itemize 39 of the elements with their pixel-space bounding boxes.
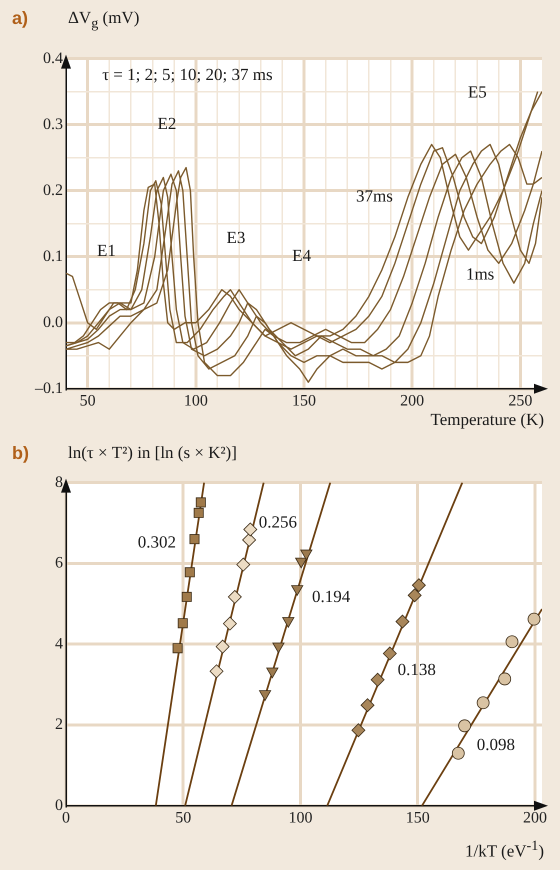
x-tick-label: 150 bbox=[292, 392, 316, 410]
y-tick-label: 0.3 bbox=[43, 116, 63, 133]
x-tick-label: 100 bbox=[184, 392, 208, 410]
annotation: 0.302 bbox=[138, 532, 176, 552]
chart-title: a) bbox=[12, 8, 28, 29]
x-tick-label: 150 bbox=[406, 810, 430, 827]
x-tick-label: 250 bbox=[508, 392, 532, 410]
annotation: E5 bbox=[468, 82, 487, 102]
chart-title: b) bbox=[12, 443, 29, 464]
y-tick-label: 6 bbox=[55, 554, 63, 572]
y-tick-label: 0.0 bbox=[43, 314, 63, 331]
y-tick-label: 0.4 bbox=[43, 50, 63, 67]
y-axis-title: ΔV$_{g}$ (mV) bbox=[68, 8, 140, 32]
annotation: 0.138 bbox=[398, 660, 436, 679]
y-axis-title: ln(τ × T²) in [ln (s × K²)] bbox=[68, 443, 237, 463]
x-tick-label: 50 bbox=[80, 392, 96, 410]
y-tick-label: –0.1 bbox=[34, 380, 63, 398]
x-tick-label: 200 bbox=[522, 810, 547, 827]
annotation: E3 bbox=[226, 228, 246, 248]
annotation: 0.098 bbox=[476, 734, 515, 754]
annotation: 37ms bbox=[356, 186, 393, 206]
y-tick-label: 2 bbox=[55, 716, 63, 734]
annotation: τ = 1; 2; 5; 10; 20; 37 ms bbox=[102, 64, 273, 84]
y-tick-label: 0.2 bbox=[43, 182, 63, 199]
annotation: 0.194 bbox=[312, 586, 351, 606]
annotation: E4 bbox=[292, 246, 312, 265]
y-tick-label: 0.1 bbox=[43, 248, 63, 265]
x-axis-title: Temperature (K) bbox=[430, 410, 544, 430]
y-tick-label: 4 bbox=[55, 635, 63, 652]
y-tick-label: 8 bbox=[55, 474, 63, 491]
annotation: 1ms bbox=[466, 264, 494, 284]
x-axis-title: 1/kT (eV$^{-1}$) bbox=[464, 838, 544, 862]
annotation: E2 bbox=[157, 114, 176, 134]
x-tick-label: 100 bbox=[288, 810, 312, 827]
annotation: 0.256 bbox=[258, 512, 297, 532]
y-tick-label: 0 bbox=[55, 797, 63, 814]
x-tick-label: 200 bbox=[400, 392, 424, 410]
x-tick-label: 50 bbox=[175, 810, 192, 827]
annotation: E1 bbox=[97, 240, 116, 260]
